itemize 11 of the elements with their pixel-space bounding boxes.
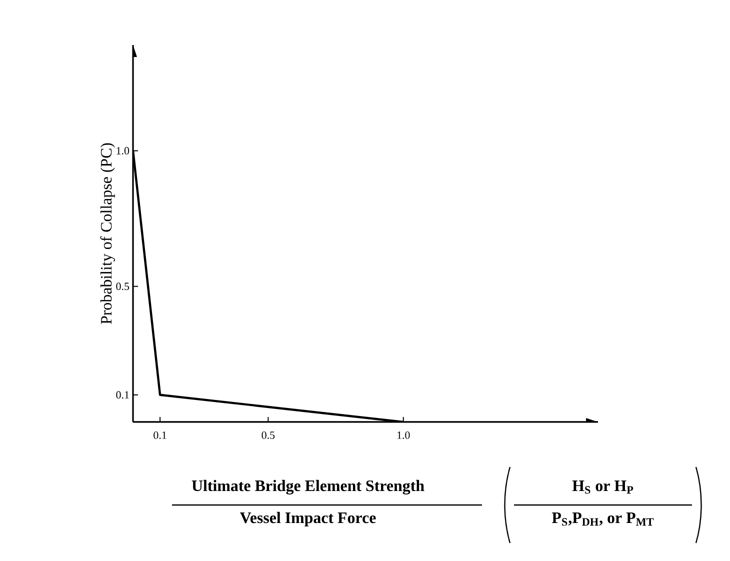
x-axis-title: Ultimate Bridge Element Strength [192, 480, 424, 494]
x-tick-label: 0.5 [262, 432, 275, 439]
text: H$_{S}$ or H$_{P}$ [572, 480, 634, 494]
y-tick-label: 0.1 [116, 391, 129, 399]
y-tick-label: 0.5 [116, 282, 130, 290]
y-axis-title: Probability of Collapse (PC) [100, 143, 115, 324]
x-tick-label: 0.1 [154, 432, 166, 439]
y-tick-label: 1.0 [116, 147, 130, 154]
text: P$_{S}$,P$_{DH}$, or P$_{MT}$ [552, 512, 654, 526]
x-tick-label: 1.0 [397, 432, 410, 439]
text: Vessel Impact Force [240, 512, 376, 526]
